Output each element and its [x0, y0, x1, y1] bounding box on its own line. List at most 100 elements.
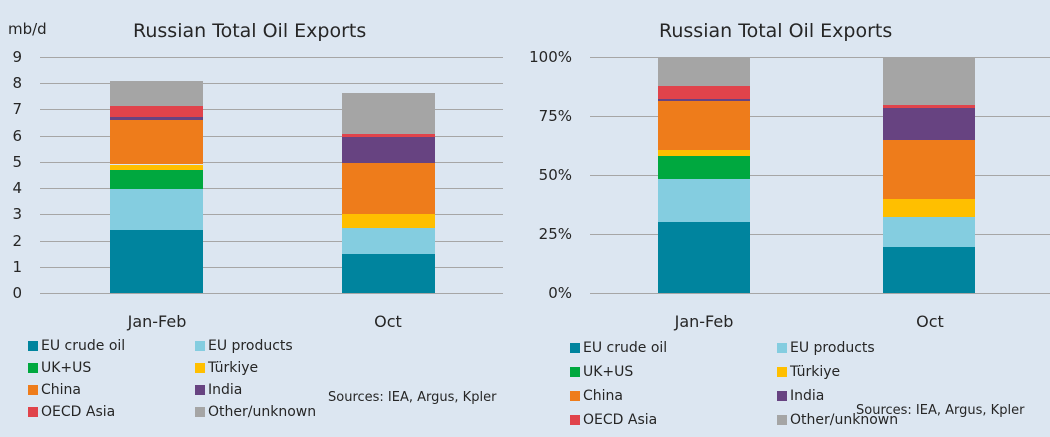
bar-segment-oecd_asia	[342, 133, 435, 137]
bar-segment-other	[883, 57, 975, 105]
legend-item-eu_crude: EU crude oil	[28, 338, 125, 354]
gridline	[40, 214, 503, 216]
y-tick-label: 2	[12, 231, 22, 250]
stacked-bar-janfeb	[658, 0, 750, 437]
legend-item-eu_products: EU products	[777, 340, 875, 356]
legend-item-oecd_asia: OECD Asia	[570, 412, 657, 428]
bar-segment-turkiye	[883, 199, 975, 217]
y-tick-label: 50%	[538, 166, 572, 184]
y-tick-label: 25%	[538, 225, 572, 243]
legend-label: OECD Asia	[41, 404, 116, 420]
y-tick-label: 3	[12, 205, 22, 224]
stacked-bar-janfeb	[110, 0, 203, 437]
bar-segment-eu_products	[883, 216, 975, 248]
legend-item-other: Other/unknown	[777, 412, 898, 428]
y-tick-label: 6	[12, 126, 22, 145]
legend-item-turkiye: Türkiye	[777, 364, 840, 380]
legend-swatch-icon	[777, 391, 787, 401]
legend-swatch-icon	[195, 385, 205, 395]
gridline	[590, 293, 1050, 294]
right-x-label-oct: Oct	[916, 312, 944, 331]
legend-label: UK+US	[41, 360, 92, 376]
gridline	[40, 293, 503, 294]
legend-swatch-icon	[195, 407, 205, 417]
y-tick-label: 9	[12, 48, 22, 66]
gridline	[590, 116, 1050, 117]
gridline	[590, 175, 1050, 176]
y-tick-label: 100%	[529, 48, 572, 66]
bar-segment-other	[110, 81, 203, 107]
bar-segment-india	[110, 117, 203, 120]
y-tick-label: 0	[12, 284, 22, 302]
bar-segment-oecd_asia	[658, 85, 750, 99]
stacked-bar-oct	[342, 0, 435, 437]
y-tick-label: 5	[12, 152, 22, 171]
bar-segment-oecd_asia	[110, 106, 203, 118]
legend-label: OECD Asia	[583, 412, 658, 428]
legend-swatch-icon	[28, 363, 38, 373]
gridline	[590, 57, 1050, 58]
bar-segment-turkiye	[342, 213, 435, 229]
bar-segment-oecd_asia	[883, 104, 975, 109]
legend-label: India	[208, 382, 243, 398]
legend-label: UK+US	[583, 364, 634, 380]
bar-segment-china	[658, 100, 750, 151]
y-tick-label: 4	[12, 179, 22, 198]
right-x-label-janfeb: Jan-Feb	[674, 312, 734, 331]
bar-segment-china	[883, 140, 975, 200]
bar-segment-eu_crude	[342, 254, 435, 293]
legend-label: India	[790, 388, 825, 404]
legend-swatch-icon	[777, 343, 787, 353]
legend-swatch-icon	[777, 367, 787, 377]
y-tick-label: 8	[12, 74, 22, 93]
legend-item-oecd_asia: OECD Asia	[28, 404, 115, 420]
y-tick-label: 7	[12, 100, 22, 119]
right-sources-note: Sources: IEA, Argus, Kpler	[856, 403, 1025, 418]
legend-swatch-icon	[28, 407, 38, 417]
bar-segment-eu_products	[110, 189, 203, 231]
bar-segment-turkiye	[658, 150, 750, 157]
stacked-bar-oct	[883, 0, 975, 437]
gridline	[40, 161, 503, 163]
bar-segment-india	[658, 98, 750, 101]
legend-label: EU products	[790, 340, 875, 356]
bar-segment-china	[110, 119, 203, 165]
left-x-label-janfeb: Jan-Feb	[127, 312, 187, 331]
legend-item-eu_crude: EU crude oil	[570, 340, 667, 356]
bar-segment-eu_products	[658, 178, 750, 223]
legend-label: EU crude oil	[41, 338, 126, 354]
legend-swatch-icon	[777, 415, 787, 425]
gridline	[590, 234, 1050, 235]
right-chart-title: Russian Total Oil Exports	[659, 20, 893, 42]
bar-segment-eu_crude	[883, 247, 975, 293]
legend-item-uk_us: UK+US	[28, 360, 91, 376]
legend-swatch-icon	[570, 343, 580, 353]
y-tick-label: 0%	[548, 284, 572, 302]
legend-item-uk_us: UK+US	[570, 364, 633, 380]
gridline	[40, 188, 503, 190]
bar-segment-uk_us	[658, 156, 750, 179]
legend-label: EU crude oil	[583, 340, 668, 356]
bar-segment-turkiye	[110, 164, 203, 170]
legend-swatch-icon	[195, 341, 205, 351]
legend-item-china: China	[28, 382, 81, 398]
y-tick-label: 75%	[538, 107, 572, 125]
gridline	[40, 57, 503, 58]
left-y-unit-label: mb/d	[8, 20, 47, 38]
left-chart-panel: mb/d Russian Total Oil Exports 0 1 2 3 4 5 6 7 8…	[0, 0, 520, 437]
right-chart-panel: Russian Total Oil Exports 0% 25% 50% 75% 100…	[520, 0, 1050, 437]
legend-label: Türkiye	[208, 360, 259, 376]
bar-segment-uk_us	[110, 169, 203, 190]
legend-label: China	[583, 388, 623, 404]
legend-label: EU products	[208, 338, 293, 354]
gridline	[40, 240, 503, 242]
legend-swatch-icon	[570, 415, 580, 425]
legend-label: China	[41, 382, 81, 398]
legend-label: Other/unknown	[208, 404, 317, 420]
legend-item-other: Other/unknown	[195, 404, 316, 420]
gridline	[40, 109, 503, 111]
gridline	[40, 135, 503, 137]
legend-label: Other/unknown	[790, 412, 899, 428]
bar-segment-eu_crude	[110, 230, 203, 293]
bar-segment-other	[658, 57, 750, 86]
